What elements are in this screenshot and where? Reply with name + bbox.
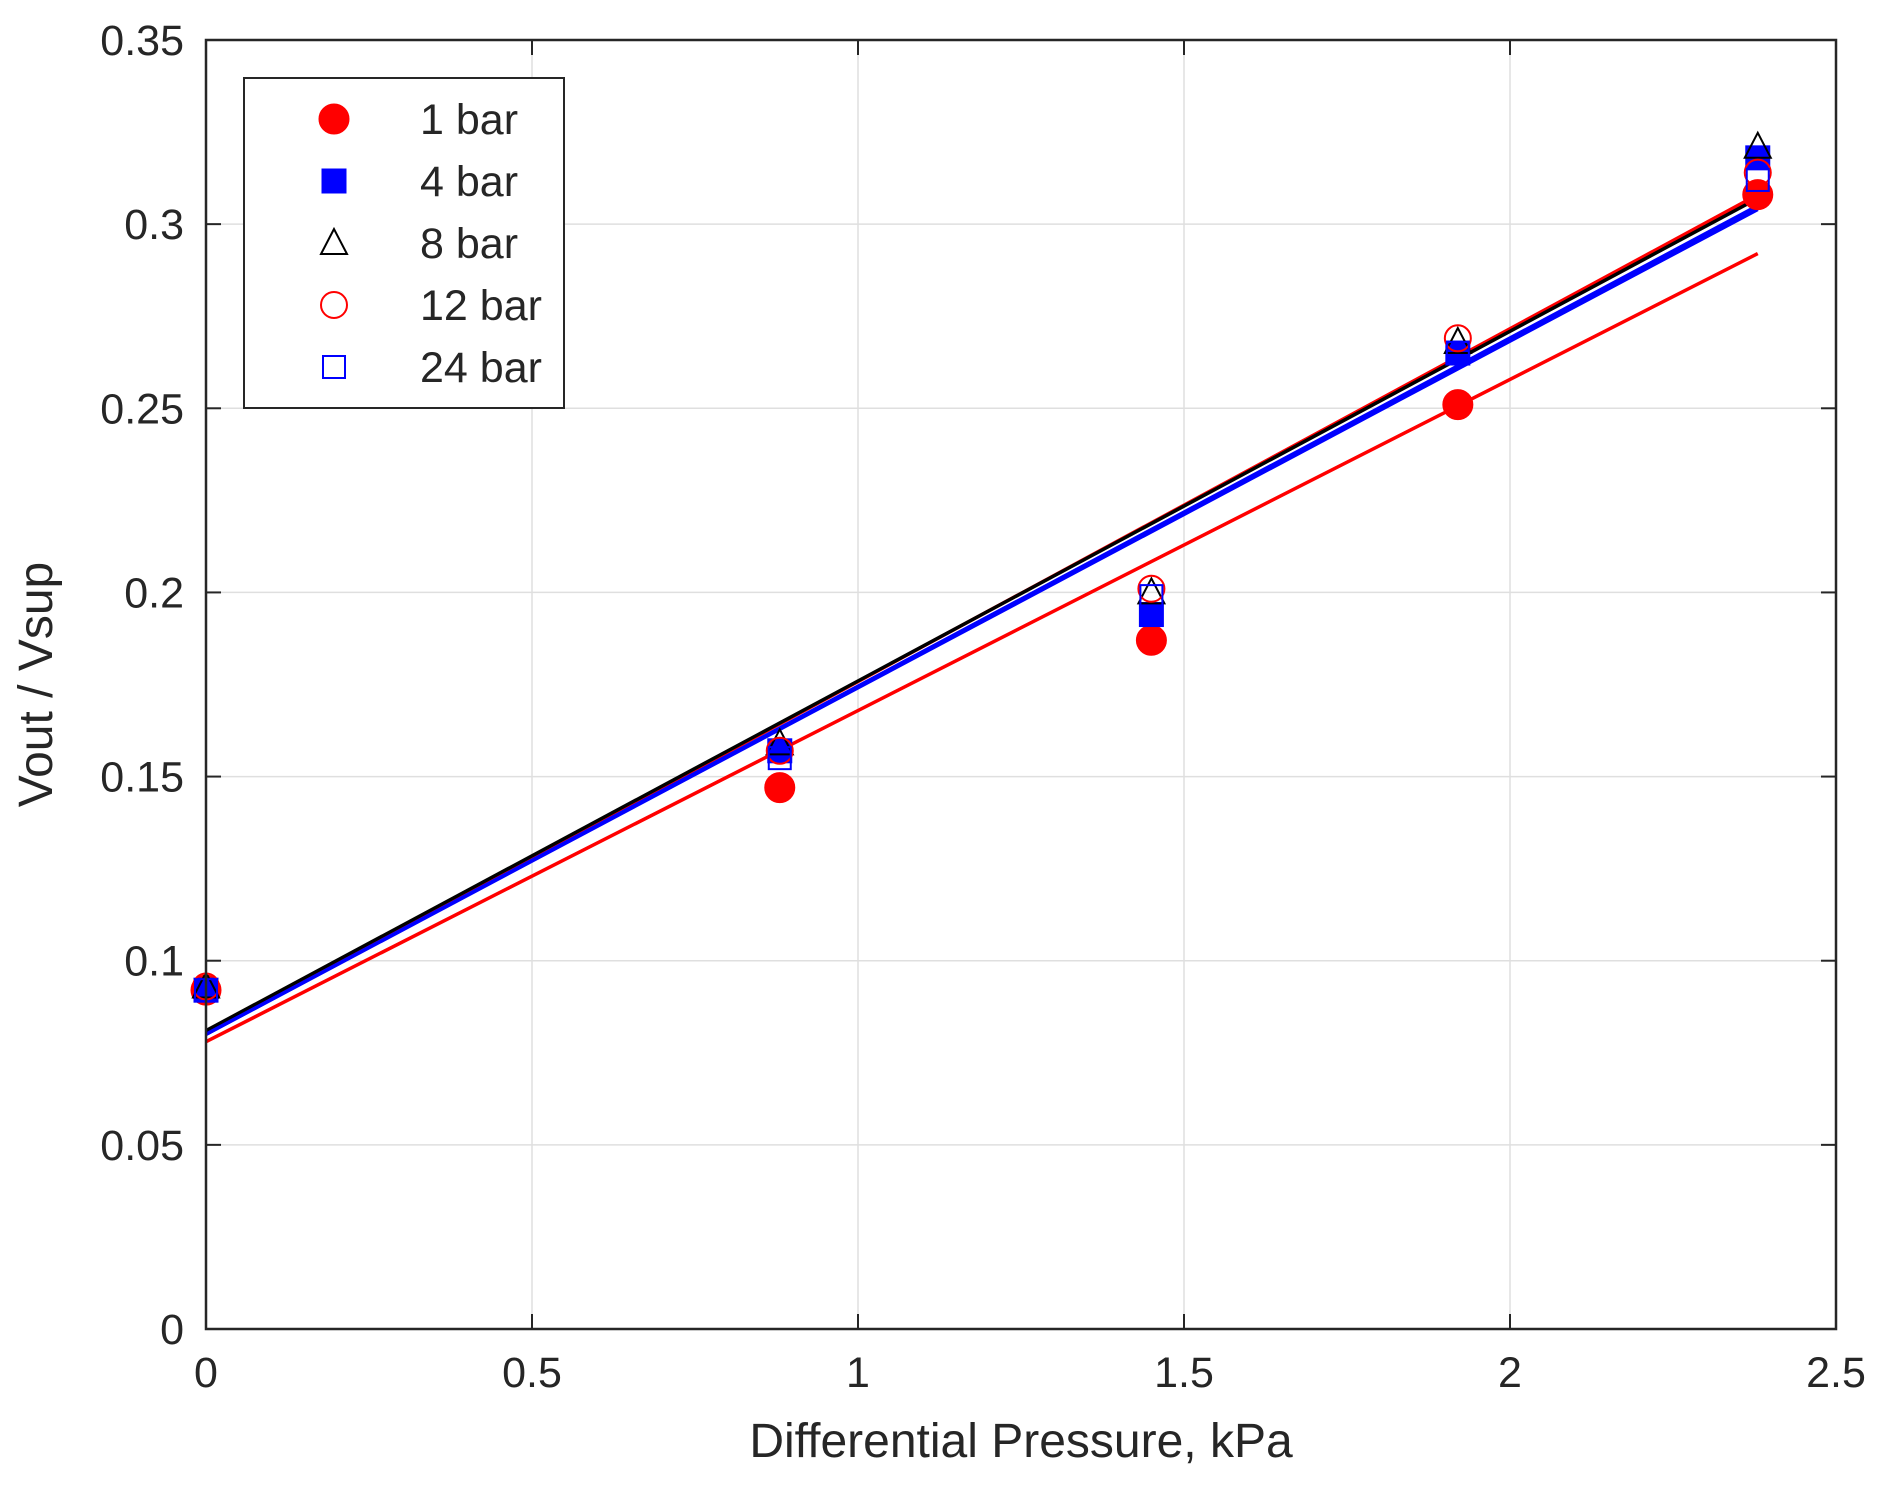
x-axis-label: Differential Pressure, kPa bbox=[749, 1415, 1293, 1468]
legend-marker bbox=[322, 355, 346, 379]
legend-marker bbox=[319, 226, 349, 255]
legend-marker bbox=[320, 291, 348, 319]
data-point bbox=[1139, 584, 1164, 609]
fit-line-1-bar bbox=[205, 252, 1759, 1044]
fit-lines bbox=[205, 193, 1759, 1044]
y-tick-label: 0.3 bbox=[124, 201, 184, 249]
x-tick-label: 2 bbox=[1498, 1349, 1522, 1397]
data-point bbox=[1445, 341, 1470, 366]
x-tick-label: 1 bbox=[846, 1349, 870, 1397]
plot-area-frame bbox=[204, 38, 1838, 1331]
data-point bbox=[1442, 389, 1474, 421]
data-point bbox=[1745, 167, 1770, 192]
data-point bbox=[1743, 130, 1773, 159]
legend-marker bbox=[321, 168, 347, 194]
x-tick-label: 0 bbox=[194, 1349, 218, 1397]
y-tick-label: 0.1 bbox=[124, 938, 184, 986]
x-tick-label: 1.5 bbox=[1154, 1349, 1214, 1397]
legend-box bbox=[243, 77, 565, 409]
data-point bbox=[765, 727, 795, 756]
data-point bbox=[1443, 324, 1472, 353]
x-tick-label: 2.5 bbox=[1806, 1349, 1866, 1397]
data-point bbox=[765, 736, 794, 765]
data-point bbox=[1742, 179, 1774, 211]
data-point bbox=[764, 772, 796, 804]
legend-marker bbox=[318, 103, 350, 135]
axis-ticks: 0 0.5 1 1.5 2 2.5 0 0.05 0.1 0.15 0.2 0.25 0.3 0.35 bbox=[100, 17, 1866, 1397]
data-point bbox=[1137, 574, 1166, 603]
y-tick-label: 0.05 bbox=[100, 1122, 184, 1170]
data-point bbox=[1743, 158, 1772, 187]
data-point bbox=[767, 738, 793, 764]
legend-label: 1 bar bbox=[420, 96, 518, 144]
fit-line-4-bar bbox=[205, 204, 1759, 1036]
y-tick-label: 0.25 bbox=[100, 385, 184, 433]
data-point bbox=[1136, 576, 1167, 605]
data-point bbox=[1135, 624, 1167, 656]
x-tick-label: 0.5 bbox=[502, 1349, 562, 1397]
y-tick-label: 0.15 bbox=[100, 754, 184, 802]
y-tick-label: 0 bbox=[160, 1306, 184, 1354]
legend-label: 4 bar bbox=[420, 158, 518, 206]
data-point bbox=[1443, 325, 1473, 354]
y-tick-label: 0.35 bbox=[100, 17, 184, 65]
y-axis-label: Vout / Vsup bbox=[10, 562, 63, 808]
y-tick-label: 0.2 bbox=[124, 569, 184, 617]
legend-label: 24 bar bbox=[420, 344, 542, 392]
legend-label: 12 bar bbox=[420, 282, 542, 330]
data-point bbox=[767, 746, 792, 771]
fit-line-8-bar bbox=[205, 196, 1759, 1033]
legend-label: 8 bar bbox=[420, 220, 518, 268]
legend: 1 bar 4 bar 8 bar 12 bar 24 bar bbox=[243, 77, 565, 409]
